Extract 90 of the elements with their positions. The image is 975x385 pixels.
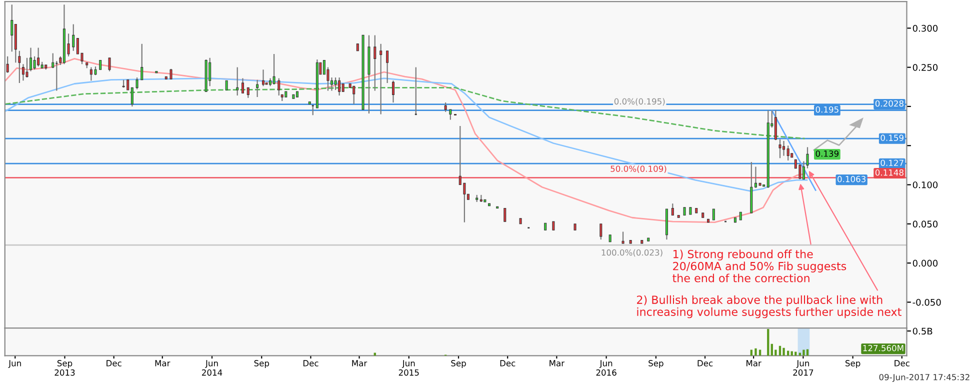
candlestick — [449, 109, 452, 120]
candlestick — [130, 87, 134, 108]
annotation: 1) Strong rebound off the 20/60MA and 50% Fib suggests the end of the correction — [672, 250, 846, 282]
candlestick — [786, 145, 790, 162]
x-tick-label: Jun 2017 — [793, 360, 814, 376]
candlestick — [140, 43, 144, 80]
bar — [782, 348, 785, 356]
x-tick-label: Mar — [352, 360, 368, 366]
candlestick — [26, 57, 28, 78]
candlestick — [806, 146, 809, 169]
candlestick — [444, 102, 447, 112]
x-tick-label: Sep 2013 — [54, 360, 75, 376]
candlestick — [242, 78, 244, 94]
candlestick — [778, 138, 782, 159]
ref-line-label: 0.159 — [880, 134, 904, 141]
candlestick — [622, 231, 624, 244]
x-tick-label: Dec — [106, 360, 122, 366]
candlestick — [600, 223, 602, 240]
candlestick — [671, 202, 674, 216]
candlestick — [246, 87, 250, 98]
candlestick — [10, 4, 14, 52]
candlestick — [30, 47, 32, 72]
candlestick — [334, 76, 337, 91]
candlestick — [37, 47, 40, 68]
candlestick — [504, 208, 506, 222]
candlestick — [136, 76, 138, 90]
ref-line-label: 0.2028 — [875, 100, 904, 107]
annotation: 0.1063 — [838, 176, 866, 182]
candlestick — [236, 66, 239, 96]
y-tick-label: 0.300 — [912, 24, 938, 32]
candlestick — [22, 64, 24, 82]
x-tick-label: Mar — [746, 360, 762, 366]
annotation: 100.0%(0.023) — [602, 249, 662, 257]
bar — [767, 329, 770, 356]
candlestick — [33, 56, 36, 70]
y-tick-label: 0.5B — [912, 328, 932, 335]
x-tick-label: Dec — [303, 360, 318, 366]
annotation: 0.139 — [816, 150, 839, 157]
annotation: 0.0%(0.195) — [614, 98, 665, 106]
candlestick — [262, 69, 264, 87]
annotation: 0.195 — [816, 106, 838, 113]
candlestick — [386, 50, 389, 84]
candlestick — [52, 52, 54, 69]
x-tick-label: Sep — [451, 360, 466, 368]
x-tick-label: Sep — [254, 360, 270, 368]
y-tick-label: 0.250 — [912, 64, 938, 71]
x-tick-label: Jun — [8, 360, 21, 368]
y-tick-label: 0.100 — [912, 181, 938, 188]
candlestick — [374, 34, 376, 92]
candlestick — [72, 24, 75, 52]
candlestick — [798, 163, 802, 180]
annotation: 2) Bullish break above the pullback line with increasing volume suggests further upside next — [637, 295, 902, 318]
x-tick-label: Mar — [155, 360, 170, 366]
candlestick — [6, 56, 9, 74]
candlestick — [108, 57, 111, 72]
candlestick — [170, 68, 172, 80]
x-tick-label: Dec — [698, 360, 713, 366]
x-tick-label: Jun 2014 — [202, 360, 222, 376]
annotation: 50.0%(0.109) — [610, 165, 666, 173]
x-tick-label: Sep — [846, 360, 860, 368]
x-tick-label: Mar — [550, 360, 565, 366]
candlestick — [712, 208, 715, 220]
x-tick-label: Dec — [894, 360, 910, 366]
y-tick-label: -0.050 — [912, 298, 941, 306]
candlestick — [352, 86, 356, 105]
ref-line-label: 0.127 — [880, 160, 904, 166]
candlestick — [278, 78, 280, 96]
candlestick — [256, 79, 259, 98]
candlestick — [774, 110, 777, 141]
y-tick-label: 0.050 — [912, 220, 938, 228]
x-tick-label: Sep — [648, 360, 664, 368]
annotation: 127.560M — [863, 344, 904, 352]
candlestick — [272, 53, 276, 86]
x-tick-label: Jun 2015 — [398, 360, 419, 376]
candlestick — [225, 80, 228, 91]
candlestick — [392, 80, 394, 104]
candlestick — [18, 50, 21, 84]
text: 09-Jun-2017 17:45:32 — [879, 374, 970, 382]
line-series — [4, 86, 806, 140]
y-tick-label: 0.000 — [912, 260, 938, 267]
line-series — [4, 58, 806, 224]
x-tick-label: Jun 2016 — [596, 360, 616, 376]
candlestick — [99, 60, 102, 70]
x-tick-label: Dec — [500, 360, 516, 366]
bar — [802, 350, 805, 356]
candlestick — [380, 43, 382, 115]
annotation: 0.1148 — [875, 169, 904, 176]
candlestick — [338, 76, 341, 96]
bar — [754, 348, 757, 356]
candlestick — [782, 140, 786, 156]
